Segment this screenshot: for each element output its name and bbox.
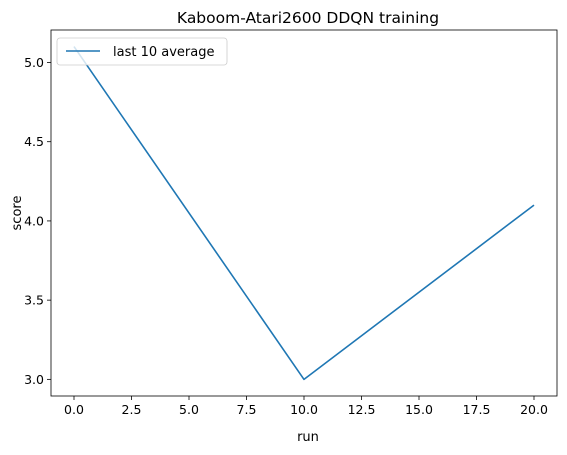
x-tick-label: 20.0 bbox=[520, 402, 548, 417]
series-line-0 bbox=[73, 46, 535, 381]
x-tick-label: 17.5 bbox=[463, 402, 491, 417]
y-axis: 3.0 3.5 4.0 4.5 5.0 bbox=[24, 55, 51, 387]
plot-area: 0.0 2.5 5.0 7.5 10.0 12.5 15.0 17.5 20.0 3.0 3.5 4… bbox=[24, 29, 558, 417]
x-tick-label: 5.0 bbox=[179, 402, 199, 417]
chart-title: Kaboom-Atari2600 DDQN training bbox=[177, 9, 439, 27]
y-axis-label: score bbox=[10, 196, 25, 231]
x-tick-label: 10.0 bbox=[290, 402, 318, 417]
y-tick-label: 3.0 bbox=[24, 372, 44, 387]
y-tick-label: 3.5 bbox=[24, 293, 44, 308]
x-axis-label: run bbox=[297, 430, 319, 445]
y-tick-label: 4.0 bbox=[24, 213, 44, 228]
y-tick-label: 4.5 bbox=[24, 134, 44, 149]
x-tick-label: 0.0 bbox=[64, 402, 84, 417]
y-tick-label: 5.0 bbox=[24, 55, 44, 70]
legend-box bbox=[56, 37, 228, 66]
legend: last 10 average bbox=[56, 37, 228, 66]
x-tick-label: 7.5 bbox=[237, 402, 257, 417]
x-tick-label: 12.5 bbox=[348, 402, 376, 417]
x-axis: 0.0 2.5 5.0 7.5 10.0 12.5 15.0 17.5 20.0 bbox=[64, 396, 548, 417]
series-layer bbox=[73, 46, 535, 381]
legend-label: last 10 average bbox=[113, 45, 214, 60]
x-tick-label: 2.5 bbox=[122, 402, 142, 417]
x-tick-label: 15.0 bbox=[405, 402, 433, 417]
